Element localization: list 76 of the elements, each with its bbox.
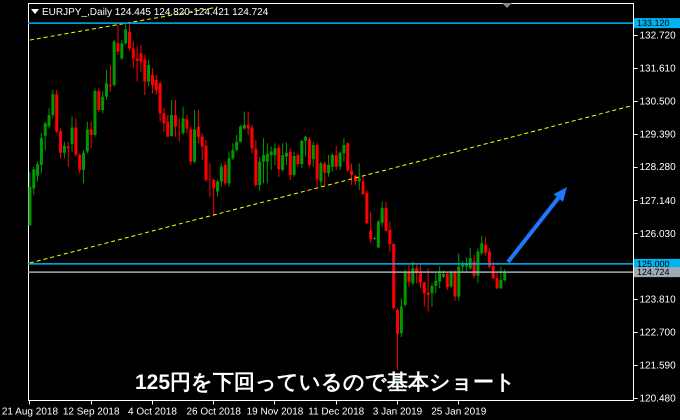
y-tick-label: 121.590 (640, 360, 676, 372)
candlestick (350, 162, 354, 186)
candlestick (330, 152, 334, 172)
x-tick-label: 19 Nov 2018 (246, 406, 304, 418)
candlestick (450, 270, 453, 289)
candlestick (150, 68, 154, 94)
candlestick (116, 24, 120, 56)
candlestick (407, 264, 410, 287)
candlestick (162, 108, 166, 132)
x-tick-label: 25 Jan 2019 (431, 406, 487, 418)
candlestick (281, 142, 284, 172)
y-tick-label: 127.140 (640, 196, 676, 207)
candlestick (288, 148, 292, 181)
candlestick (220, 162, 223, 188)
x-tick-label: 11 Dec 2018 (308, 406, 365, 418)
candlestick (97, 88, 100, 112)
candlestick (166, 114, 170, 138)
candlestick (82, 150, 86, 184)
candlestick (266, 142, 269, 184)
candlestick (323, 161, 326, 186)
y-tick-label: 126.030 (640, 228, 676, 240)
candlestick (430, 282, 434, 308)
candlestick (358, 162, 361, 191)
candlestick (216, 180, 220, 198)
y-tick-label: 122.700 (640, 328, 676, 339)
candlestick (446, 271, 449, 290)
candlestick (239, 124, 242, 143)
candlestick (170, 99, 174, 138)
y-tick-label: 120.480 (640, 393, 676, 404)
candlestick (86, 121, 89, 154)
ref-line-label: 125.000 (637, 258, 670, 269)
y-tick-label: 123.810 (640, 294, 676, 306)
candlestick (296, 152, 300, 168)
candlestick (224, 161, 227, 186)
candlestick (182, 106, 185, 136)
candlestick (108, 64, 112, 92)
y-tick-label: 128.280 (640, 162, 676, 174)
candlestick (418, 264, 422, 289)
candlestick (334, 145, 338, 170)
candlestick (128, 22, 131, 51)
candlestick (277, 144, 280, 178)
ref-line-label: 124.724 (637, 267, 670, 278)
x-tick-label: 3 Jan 2019 (372, 406, 423, 418)
x-tick-label: 26 Oct 2018 (186, 406, 242, 418)
candlestick (250, 124, 254, 154)
candlestick (496, 271, 499, 290)
candlestick (292, 151, 296, 178)
candlestick (62, 141, 66, 159)
candlestick (104, 70, 108, 100)
y-tick-label: 130.500 (640, 96, 676, 108)
y-tick-label: 129.390 (640, 129, 676, 140)
candlestick (51, 89, 54, 119)
candlestick (327, 154, 330, 178)
candlestick (300, 139, 304, 169)
candlestick (101, 91, 104, 114)
x-tick-label: 21 Aug 2018 (2, 406, 58, 418)
candlestick (66, 141, 70, 168)
candlestick (174, 99, 177, 138)
annotation: 125円を下回っているので基本ショート (134, 371, 516, 394)
candlestick (262, 138, 265, 184)
x-tick-label: 4 Oct 2018 (128, 406, 178, 418)
candlestick (499, 266, 502, 290)
candlestick (70, 116, 74, 152)
y-tick-label: 132.720 (640, 30, 676, 42)
x-tick-label: 12 Sep 2018 (62, 406, 120, 418)
candlestick (90, 121, 93, 149)
candlestick (312, 141, 315, 168)
y-tick-label: 131.610 (640, 63, 676, 74)
candlestick (426, 268, 430, 312)
candlestick (147, 59, 150, 88)
candlestick (143, 54, 146, 96)
ref-line-label: 133.120 (637, 18, 670, 28)
candlestick (342, 138, 346, 162)
candlestick (273, 142, 276, 166)
candlestick (319, 161, 322, 188)
candlestick (258, 156, 262, 192)
